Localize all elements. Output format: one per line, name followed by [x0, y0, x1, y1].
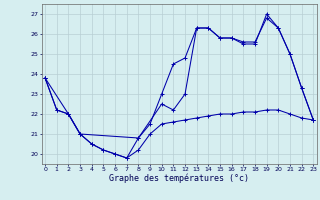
X-axis label: Graphe des températures (°c): Graphe des températures (°c) [109, 173, 249, 183]
